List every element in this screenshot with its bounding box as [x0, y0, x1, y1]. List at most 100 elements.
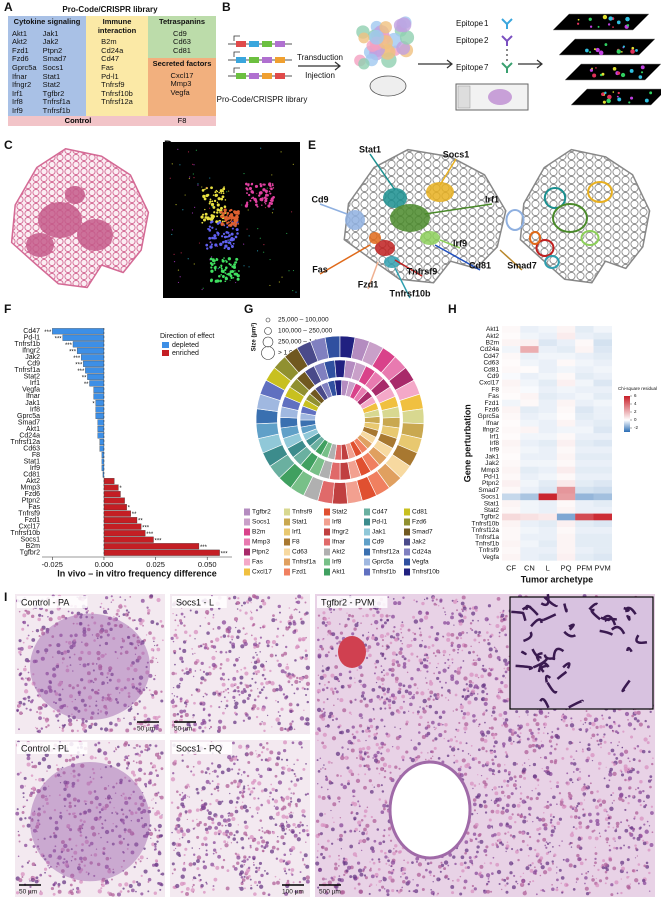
- heatmap-cell: [575, 433, 594, 441]
- tissue-texture: [220, 700, 223, 703]
- tissue-texture: [335, 751, 341, 757]
- tissue-texture: [477, 833, 481, 838]
- significance: ***: [142, 525, 150, 531]
- tissue-texture: [291, 720, 294, 723]
- tissue-texture: [477, 634, 481, 638]
- tissue-texture: [139, 727, 142, 729]
- tissue-texture: [631, 795, 635, 798]
- tissue-texture: [386, 618, 390, 622]
- tissue-texture: [565, 724, 569, 727]
- tissue-texture: [358, 830, 361, 832]
- heatmap-cell: [556, 366, 576, 374]
- tissue-texture: [382, 876, 385, 879]
- signal: [218, 274, 221, 278]
- tissue-texture: [91, 612, 94, 615]
- tissue-texture: [613, 799, 615, 802]
- signal: [243, 243, 245, 245]
- heatmap-cell: [502, 379, 521, 387]
- tissue-texture: [176, 695, 179, 698]
- tissue-texture: [352, 874, 357, 879]
- tissue-texture: [514, 779, 517, 782]
- tissue-texture: [433, 672, 435, 675]
- tissue-texture: [503, 779, 507, 783]
- signal: [224, 268, 227, 271]
- tissue-texture: [383, 692, 387, 696]
- tissue-texture: [634, 847, 638, 850]
- tissue-texture: [104, 727, 109, 732]
- tissue-texture: [416, 655, 419, 658]
- signal: [222, 232, 226, 235]
- tissue-texture: [385, 862, 388, 865]
- tissue-texture: [115, 624, 118, 627]
- row-label: Ifnar: [486, 420, 500, 427]
- tissue-texture: [86, 671, 91, 676]
- category-label: Cd47: [23, 328, 40, 335]
- tissue-texture: [531, 734, 535, 739]
- tissue-texture: [571, 831, 574, 834]
- tissue-texture: [88, 724, 93, 729]
- tissue-texture: [501, 724, 504, 727]
- tissue-texture: [413, 693, 415, 696]
- tissue-texture: [387, 857, 390, 859]
- tissue-texture: [382, 701, 387, 705]
- legend-swatch: [162, 350, 169, 356]
- signal: [266, 194, 269, 197]
- signal: [229, 271, 232, 274]
- tissue-texture: [219, 650, 223, 654]
- tissue-texture: [174, 663, 176, 666]
- tissue-texture: [450, 674, 455, 679]
- tissue-texture: [317, 638, 320, 642]
- tissue-texture: [19, 784, 24, 789]
- legend-label: Ifnar: [332, 539, 346, 546]
- tissue-texture: [526, 795, 530, 799]
- tissue-texture: [487, 672, 492, 677]
- tissue-texture: [477, 841, 479, 843]
- tissue-texture: [575, 806, 578, 809]
- signal: [281, 276, 283, 278]
- tissue-texture: [349, 699, 353, 703]
- tissue-texture: [380, 756, 385, 762]
- tissue-texture: [56, 709, 61, 713]
- heatmap-cell: [556, 339, 576, 347]
- tissue-texture: [344, 755, 349, 761]
- tissue-texture: [501, 888, 503, 891]
- tissue: [488, 89, 512, 105]
- tissue-texture: [101, 683, 103, 686]
- signal: [231, 222, 234, 225]
- tissue-texture: [394, 726, 396, 728]
- heatmap-cell: [556, 533, 576, 541]
- tissue-texture: [413, 619, 419, 624]
- signal: [223, 186, 225, 188]
- tissue-texture: [228, 649, 232, 653]
- tissue-texture: [19, 646, 24, 651]
- tissue-texture: [392, 868, 395, 871]
- tissue-texture: [259, 636, 263, 639]
- tissue-texture: [192, 716, 194, 719]
- tissue-texture: [420, 691, 425, 696]
- tissue-texture: [275, 635, 279, 638]
- tissue-texture: [35, 687, 37, 689]
- tissue-texture: [532, 762, 537, 767]
- bar: [103, 491, 121, 498]
- tissue-texture: [425, 677, 427, 679]
- legend-swatch: [404, 558, 410, 566]
- tissue-texture: [503, 769, 508, 773]
- signal: [602, 14, 608, 20]
- bar: [103, 543, 200, 550]
- tissue-texture: [354, 698, 357, 701]
- tissue-texture: [147, 608, 151, 613]
- tissue-texture: [486, 882, 489, 886]
- tissue-texture: [154, 769, 158, 772]
- signal: [171, 163, 173, 165]
- tissue-texture: [627, 722, 633, 727]
- tissue-texture: [23, 776, 27, 780]
- tissue-texture: [138, 767, 143, 772]
- tissue-texture: [247, 716, 251, 720]
- tissue-texture: [202, 643, 205, 646]
- tissue-texture: [87, 627, 91, 632]
- tissue-texture: [459, 862, 464, 867]
- tumor-region: [30, 613, 150, 720]
- tissue-texture: [540, 744, 545, 748]
- signal: [187, 151, 190, 153]
- tissue-texture: [245, 713, 249, 717]
